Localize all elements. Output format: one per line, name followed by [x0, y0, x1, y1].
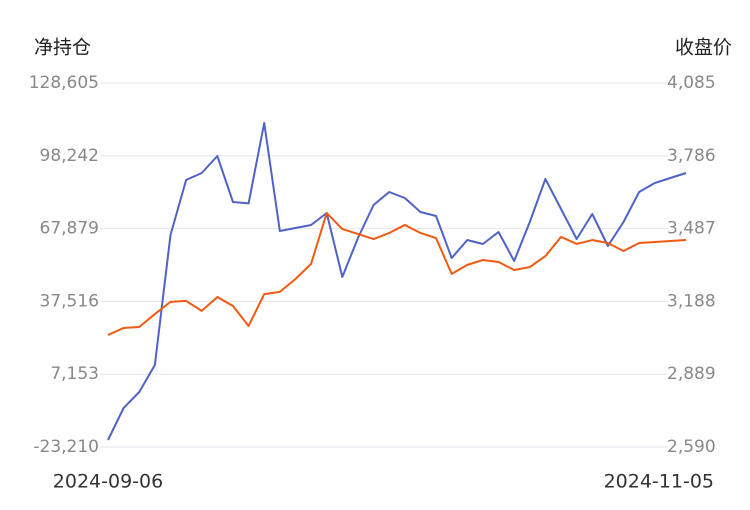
series-line — [107, 212, 687, 336]
y-tick-label: 67,879 — [40, 219, 99, 239]
y-tick-label: 128,605 — [29, 73, 99, 93]
y2-tick-label: 3,188 — [667, 291, 716, 311]
y2-tick-label: 3,786 — [667, 146, 716, 166]
y2-tick-label: 2,590 — [667, 437, 716, 457]
y-axis-title: 净持仓 — [34, 37, 91, 59]
y2-tick-label: 3,487 — [667, 219, 716, 239]
x-tick-label: 2024-09-06 — [53, 471, 163, 493]
y-tick-label: -23,210 — [33, 437, 99, 457]
y-tick-label: 37,516 — [40, 291, 99, 311]
x-tick-label: 2024-11-05 — [604, 471, 714, 493]
y2-axis-title: 收盘价 — [675, 37, 732, 59]
y2-tick-label: 2,889 — [667, 364, 716, 384]
y-tick-label: 7,153 — [50, 364, 99, 384]
series-line — [107, 122, 687, 441]
y2-tick-label: 4,085 — [667, 73, 716, 93]
y-tick-label: 98,242 — [40, 146, 99, 166]
